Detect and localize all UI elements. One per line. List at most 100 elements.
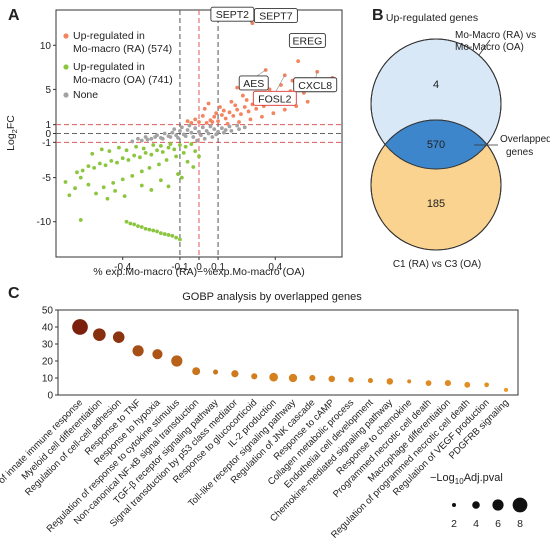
scatter-point: [239, 112, 243, 116]
scatter-point: [189, 142, 194, 146]
bubble: [72, 319, 88, 335]
scatter-point: [235, 85, 240, 90]
scatter-point: [305, 99, 310, 104]
venn-set-top-label-1: Mo-Macro (RA) vs: [455, 30, 536, 41]
scatter-point: [181, 151, 186, 155]
scatter-point: [216, 129, 220, 134]
bubble: [367, 378, 373, 384]
scatter-point: [147, 227, 152, 232]
scatter-point: [237, 120, 241, 124]
scatter-point: [223, 128, 228, 132]
scatter-point: [191, 135, 196, 139]
scatter-point: [78, 175, 83, 180]
scatter-point: [126, 158, 131, 162]
scatter-point: [178, 237, 182, 242]
scatter-point: [78, 218, 83, 222]
scatter-point: [183, 134, 188, 139]
size-legend-label: 2: [451, 518, 457, 530]
scatter-point: [128, 221, 133, 226]
bubble: [213, 369, 219, 375]
bubble: [231, 370, 239, 378]
scatter-point: [185, 119, 190, 124]
x-tick-label: 0.4: [268, 262, 282, 273]
scatter-point: [168, 142, 173, 146]
scatter-point: [97, 161, 102, 166]
scatter-point: [73, 186, 77, 191]
scatter-point: [200, 113, 205, 118]
size-legend-label: 8: [517, 518, 523, 530]
legend-swatch-ra: [63, 33, 69, 39]
scatter-point: [162, 131, 167, 136]
venn-overlap-label-2: genes: [506, 147, 533, 158]
scatter-point: [86, 164, 91, 169]
venn-outline-bottom: [370, 119, 502, 251]
scatter-point: [139, 169, 144, 174]
venn-outline-top: [370, 38, 502, 170]
legend: Up-regulated in Mo-macro (RA) (574) Up-r…: [63, 30, 173, 101]
size-legend-circle: [452, 503, 456, 507]
scatter-point: [212, 114, 217, 119]
scatter-point: [132, 153, 137, 158]
legend-swatch-none: [63, 92, 69, 98]
scatter-point: [130, 173, 135, 178]
scatter-point: [136, 224, 140, 229]
x-tick-label: 0.1: [211, 262, 225, 273]
scatter-point: [260, 114, 264, 119]
gene-leader: [274, 75, 286, 94]
scatter-point: [149, 188, 154, 192]
bubble: [484, 382, 489, 388]
scatter-point: [145, 137, 150, 142]
scatter-point: [162, 232, 167, 236]
venn-set-bottom-label: C1 (RA) vs C3 (OA): [393, 259, 481, 270]
scatter-point: [206, 131, 211, 136]
gene-label: EREG: [293, 36, 323, 48]
scatter-point: [134, 144, 138, 149]
gene-label: CXCL8: [298, 80, 332, 92]
gene-label: AES: [243, 78, 264, 90]
gene-label: SEPT7: [259, 11, 292, 23]
scatter-point: [170, 233, 175, 238]
scatter-point: [80, 168, 85, 173]
scatter-point: [227, 110, 232, 115]
bubble-plot: GOBP analysis by overlapped genes 0 10 20 3…: [0, 291, 528, 541]
scatter-point: [143, 151, 148, 155]
bubble-y-ticks: 0 10 20 30 40 50: [42, 306, 58, 402]
scatter-point: [206, 101, 211, 106]
legend-none: None: [73, 89, 98, 101]
scatter-point: [174, 154, 179, 159]
legend-oa-line1: Up-regulated in: [73, 61, 145, 73]
size-legend-title: −Log10Adj.pval: [430, 472, 503, 486]
venn-overlap-value: 570: [427, 139, 445, 151]
scatter-point: [124, 219, 129, 224]
scatter-point: [75, 170, 79, 175]
scatter-point: [172, 147, 177, 152]
plot-c-frame: [57, 309, 519, 396]
scatter-point: [160, 136, 165, 141]
y-tick-label: -1: [42, 138, 51, 149]
scatter-point: [120, 177, 125, 182]
venn-title: Up-regulated genes: [386, 12, 478, 24]
y-axis-label: Log2FC: [5, 115, 19, 151]
scatter-point: [174, 133, 179, 138]
scatter-point: [185, 128, 190, 132]
scatter-point: [227, 124, 232, 129]
scatter-point: [174, 235, 179, 240]
scatter-point: [170, 130, 175, 135]
scatter-point: [103, 163, 108, 168]
scatter-point: [240, 93, 245, 98]
venn-top-only-value: 4: [433, 79, 439, 91]
scatter-point: [139, 225, 144, 229]
scatter-point: [197, 120, 201, 124]
scatter-point: [130, 139, 135, 144]
scatter-point: [197, 154, 201, 159]
x-tick-label: -0.1: [171, 262, 189, 273]
scatter-point: [158, 231, 163, 236]
scatter-point: [204, 121, 209, 125]
c-y-tick-label: 30: [42, 340, 54, 351]
scatter-point: [231, 113, 236, 118]
scatter-point: [94, 191, 98, 196]
scatter-point: [160, 150, 165, 154]
scatter-point: [166, 184, 171, 189]
scatter-point: [143, 226, 148, 231]
